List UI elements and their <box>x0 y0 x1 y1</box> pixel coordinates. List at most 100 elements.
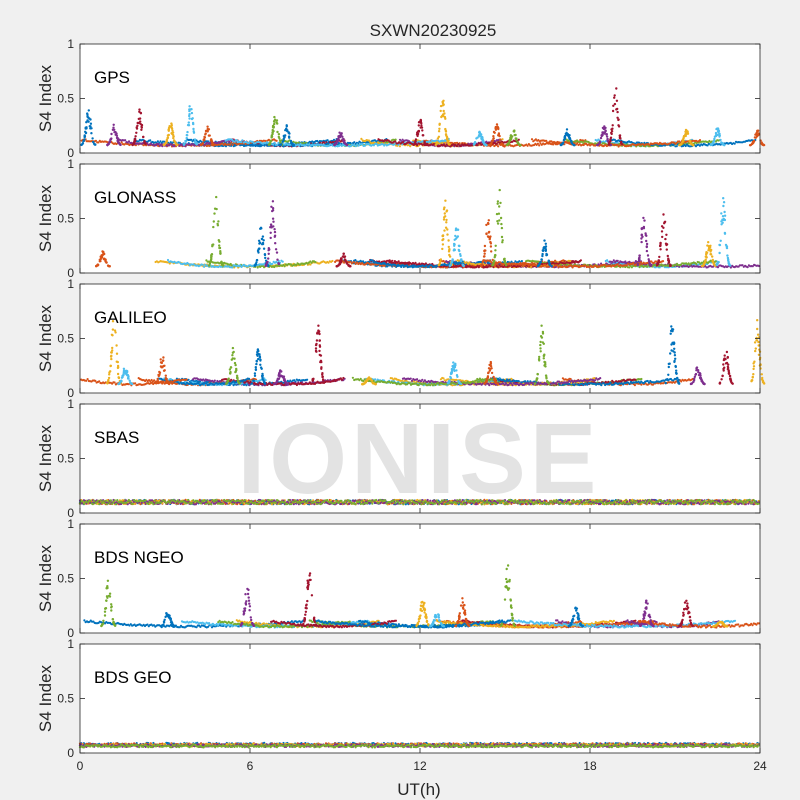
data-point <box>441 113 445 116</box>
data-point <box>492 135 495 138</box>
data-point <box>543 239 546 242</box>
data-point <box>149 139 152 142</box>
data-point <box>187 124 191 127</box>
data-point <box>439 109 442 113</box>
data-point <box>642 216 645 220</box>
data-point <box>170 132 174 135</box>
data-point <box>486 235 490 238</box>
data-point <box>448 143 451 146</box>
data-point <box>605 133 608 136</box>
data-point <box>269 231 272 234</box>
data-point <box>274 242 277 245</box>
data-point <box>270 224 273 228</box>
data-point <box>230 141 233 144</box>
data-point <box>89 122 93 125</box>
data-point <box>718 135 721 138</box>
data-point <box>599 136 603 140</box>
data-point <box>201 263 204 266</box>
data-point <box>454 227 458 230</box>
data-point <box>326 139 329 142</box>
data-point <box>496 200 500 203</box>
data-point <box>271 262 274 265</box>
data-point <box>478 130 481 133</box>
data-point <box>544 248 547 251</box>
data-point <box>424 143 427 146</box>
data-point <box>185 136 188 140</box>
data-point <box>619 137 622 140</box>
data-point <box>438 123 441 127</box>
data-point <box>441 243 445 246</box>
data-point <box>473 141 477 144</box>
data-point <box>499 138 502 141</box>
data-point <box>512 130 515 133</box>
data-point <box>570 264 573 267</box>
data-point <box>354 145 357 148</box>
data-point <box>443 216 446 219</box>
data-point <box>85 121 88 124</box>
data-point <box>618 134 621 137</box>
data-point <box>229 143 232 146</box>
data-point <box>498 219 501 222</box>
data-point <box>526 144 529 147</box>
data-point <box>562 141 565 144</box>
data-point <box>257 239 261 242</box>
data-point <box>751 142 754 145</box>
data-point <box>453 244 456 247</box>
data-point <box>133 139 136 142</box>
data-point <box>678 143 681 147</box>
data-point <box>616 263 619 266</box>
data-point <box>183 142 186 146</box>
data-point <box>530 138 534 141</box>
data-point <box>190 111 194 115</box>
data-point <box>503 257 506 260</box>
data-point <box>615 87 618 90</box>
data-point <box>757 129 760 132</box>
data-point <box>90 132 93 135</box>
data-point <box>421 134 424 137</box>
data-point <box>285 125 288 128</box>
data-point <box>271 128 274 132</box>
data-point <box>455 145 459 148</box>
data-point <box>602 127 605 131</box>
data-point <box>489 245 493 248</box>
data-point <box>190 108 193 111</box>
data-point <box>143 141 146 144</box>
data-point <box>342 252 345 255</box>
data-point <box>504 261 507 265</box>
data-point <box>206 129 209 132</box>
data-point <box>483 252 486 255</box>
data-point <box>256 266 259 269</box>
data-point <box>752 139 756 143</box>
data-point <box>134 135 137 138</box>
data-point <box>565 128 569 131</box>
data-point <box>456 235 460 238</box>
data-point <box>498 205 501 208</box>
data-point <box>554 259 557 262</box>
data-point <box>507 142 511 145</box>
data-point <box>81 142 85 145</box>
data-point <box>447 239 450 242</box>
data-point <box>487 219 490 222</box>
data-point <box>476 144 479 147</box>
data-point <box>261 235 265 238</box>
data-point <box>269 140 272 143</box>
data-point <box>345 262 349 265</box>
data-point <box>733 142 736 145</box>
data-point <box>613 96 616 99</box>
data-point <box>218 246 221 250</box>
data-point <box>446 233 449 236</box>
data-point <box>615 108 618 111</box>
data-point <box>566 134 569 137</box>
y-tick-label: 1 <box>67 37 74 51</box>
data-point <box>511 135 514 138</box>
data-point <box>260 227 263 230</box>
data-point <box>695 262 698 266</box>
data-point <box>496 222 500 225</box>
data-point <box>661 260 665 263</box>
data-point <box>277 262 280 265</box>
data-point <box>495 123 499 126</box>
data-point <box>444 145 447 148</box>
data-point <box>86 112 89 115</box>
